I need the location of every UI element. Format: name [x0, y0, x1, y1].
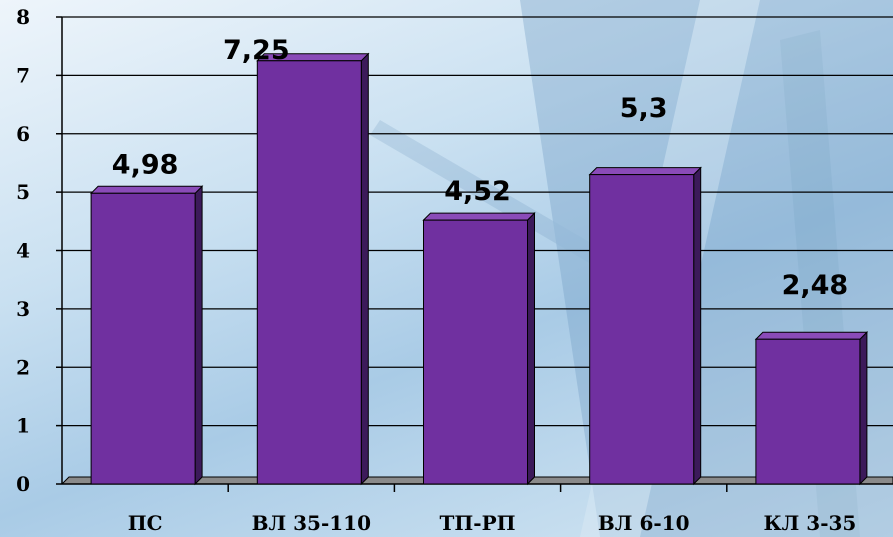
- y-tick-label: 6: [16, 122, 30, 146]
- bar-front: [90, 192, 196, 485]
- bar-top: [754, 331, 869, 340]
- y-tick-label: 8: [16, 5, 30, 29]
- data-label: 2,48: [782, 270, 849, 301]
- bar-side: [527, 211, 535, 486]
- x-tick-labels: ПС ВЛ 35-110 ТП-РП ВЛ 6-10 КЛ 3-35: [128, 511, 857, 535]
- x-tick-label: ВЛ 6-10: [598, 511, 690, 535]
- x-tick-label: ПС: [128, 511, 163, 535]
- bar: [588, 166, 702, 486]
- bar-top: [422, 212, 536, 221]
- y-tick-label: 1: [16, 414, 30, 438]
- bar: [89, 185, 204, 486]
- x-tick-label: ТП-РП: [440, 511, 516, 535]
- bar-front: [755, 338, 861, 485]
- bar-front: [423, 219, 528, 485]
- bar-side: [194, 185, 203, 486]
- y-tick-label: 0: [16, 472, 30, 496]
- bar-side: [693, 166, 702, 486]
- data-label: 5,3: [620, 93, 668, 124]
- y-tick-label: 4: [16, 239, 30, 263]
- bar-side: [859, 331, 868, 486]
- bar-front: [589, 174, 695, 485]
- bar: [256, 52, 370, 486]
- x-tick-label: КЛ 3-35: [763, 511, 856, 535]
- data-label: 4,52: [444, 176, 511, 207]
- bar: [422, 211, 536, 486]
- data-label: 4,98: [112, 149, 179, 180]
- data-labels: 4,98 7,25 4,52 5,3 2,48: [112, 35, 848, 301]
- y-tick-label: 3: [16, 297, 30, 321]
- bar: [754, 331, 869, 486]
- x-tick-label: ВЛ 35-110: [252, 511, 371, 535]
- y-tick-label: 5: [16, 180, 30, 204]
- bar-side: [360, 52, 369, 486]
- y-tick-labels: 0 1 2 3 4 5 6 7 8: [16, 5, 30, 496]
- y-tick-label: 2: [16, 355, 30, 379]
- bar-front: [256, 60, 362, 485]
- bar-top: [89, 185, 204, 194]
- bars: [89, 52, 869, 486]
- bar-top: [588, 167, 702, 176]
- y-tick-label: 7: [16, 63, 30, 87]
- data-label: 7,25: [223, 35, 290, 66]
